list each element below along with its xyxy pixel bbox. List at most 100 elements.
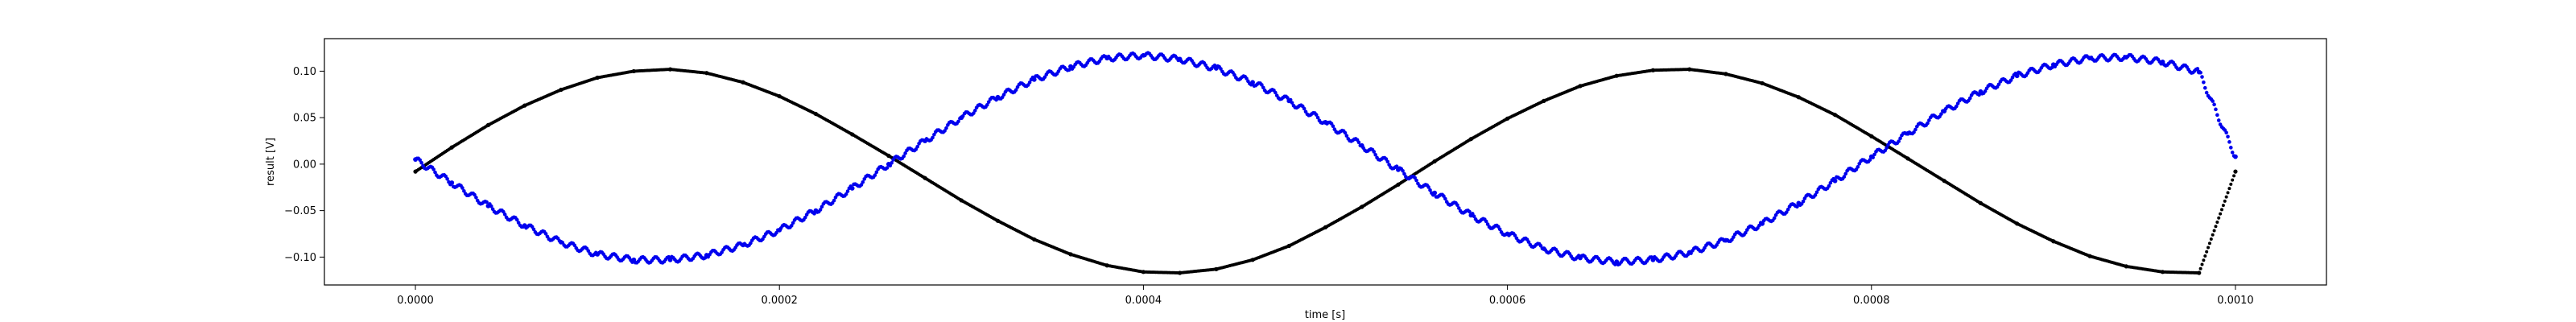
x-tick-label: 0.0004 [1125,295,1162,307]
data-point [1744,230,1748,235]
data-point [2215,113,2219,118]
data-point [2229,146,2233,150]
data-point [2226,191,2230,195]
data-point [485,200,489,204]
data-point [1457,206,1461,210]
data-point [1814,190,1819,194]
data-point [1219,67,1223,71]
data-point [1843,171,1848,176]
data-point [1288,97,1293,102]
data-point [2217,216,2221,220]
data-point [1784,210,1789,214]
y-tick-label: −0.05 [284,205,316,217]
data-point [2215,221,2219,225]
y-tick-label: 0.10 [293,66,316,78]
data-point [2197,270,2202,275]
x-axis: 0.0000 0.0002 0.0004 0.0006 0.0008 0.0010 [397,285,2254,307]
data-point [932,132,936,137]
series-layer [413,51,2238,275]
data-point [1484,219,1488,224]
data-point [888,163,893,168]
data-point [1260,83,1264,87]
data-point [2223,199,2227,203]
data-point [1302,106,1307,111]
data-point [2205,250,2209,254]
data-point [1245,76,1249,80]
data-point [1013,88,1018,92]
data-point [774,230,778,235]
data-point [1832,178,1838,184]
data-point [931,135,935,140]
data-point [1927,118,1931,122]
data-point [1428,188,1432,192]
data-point [1344,134,1349,138]
data-point [972,109,977,113]
x-tick-label: 0.0010 [2217,295,2254,307]
data-point [2207,246,2211,250]
x-tick-label: 0.0002 [761,295,798,307]
y-tick-label: 0.05 [293,113,316,125]
data-point [1813,192,1818,197]
data-point [902,154,906,159]
data-point [2008,78,2013,82]
data-point [1939,112,1943,116]
data-point [1031,76,1037,82]
data-point [1402,171,1406,176]
data-point [1290,101,1294,105]
data-point [885,166,890,170]
data-point [1414,178,1418,183]
data-point [1315,115,1320,120]
data-point [1468,209,1472,214]
data-point [985,102,989,107]
data-point [1827,184,1831,188]
data-point [1274,90,1278,95]
y-tick-label: −0.10 [284,252,316,264]
data-point [1442,194,1446,198]
data-point [849,186,855,191]
data-point [1261,85,1265,90]
data-point [2230,151,2235,155]
data-point [1250,80,1255,85]
data-point [1526,240,1531,244]
data-point [1842,175,1847,179]
data-point [433,170,437,175]
data-point [2211,99,2215,103]
data-point [1967,96,1972,101]
data-point [460,186,464,190]
data-point [844,192,848,196]
data-point [2014,73,2020,79]
data-point [2212,102,2216,107]
y-axis: −0.10 −0.05 0.00 0.05 0.10 [284,66,324,264]
data-point [2232,174,2236,178]
data-point [2224,195,2228,199]
data-point [956,119,960,124]
data-point [2195,67,2200,71]
data-point [832,198,836,203]
data-point [473,192,477,197]
x-tick-label: 0.0008 [1853,295,1890,307]
x-tick-label: 0.0006 [1489,295,1526,307]
data-point [1996,82,2001,87]
data-point [1331,124,1335,129]
data-point [1871,155,1875,159]
data-point [1538,244,1543,248]
data-point [915,144,919,149]
data-point [1314,113,1319,117]
data-point [2219,212,2223,216]
data-point [474,196,478,200]
data-point [1372,150,1377,154]
data-point [2202,85,2207,90]
x-axis-label: time [s] [1305,309,1345,321]
data-point [1472,214,1476,219]
data-point [543,232,548,236]
data-point [943,129,947,133]
data-point [2214,225,2218,229]
data-point [1497,227,1502,232]
data-point [2202,258,2206,262]
data-point [874,170,879,175]
data-point [986,100,991,104]
data-point [1426,185,1430,189]
data-point [2200,75,2204,79]
data-point [462,188,466,193]
data-point [1001,93,1006,97]
